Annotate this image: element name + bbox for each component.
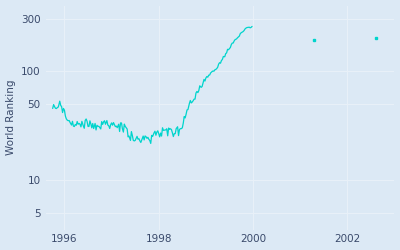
Y-axis label: World Ranking: World Ranking <box>6 80 16 155</box>
